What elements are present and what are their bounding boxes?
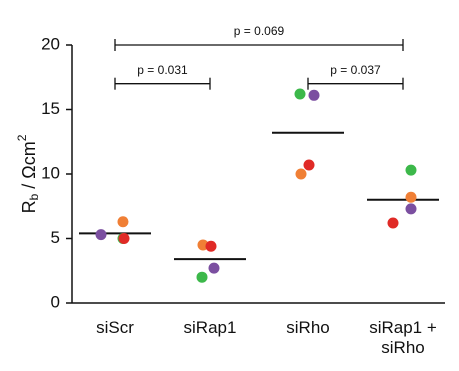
p-value: p = 0.031 <box>137 63 188 77</box>
data-point <box>405 191 417 203</box>
data-point <box>117 216 129 228</box>
data-point <box>118 233 130 244</box>
x-tick-label: siRho <box>286 318 330 337</box>
data-point <box>294 88 306 100</box>
data-point <box>196 271 208 283</box>
x-tick-label: siScr <box>96 318 134 337</box>
data-point <box>295 168 307 180</box>
data-point <box>308 89 320 101</box>
data-point <box>387 217 399 229</box>
y-axis-label: Rb / Ωcm2 <box>15 134 41 213</box>
x-tick-label: siRap1 <box>183 318 237 337</box>
y-tick-label: 5 <box>51 228 60 247</box>
y-tick-label: 0 <box>51 292 60 311</box>
x-tick-label: siRap1 + siRho <box>369 318 437 357</box>
data-point <box>405 203 417 215</box>
data-point <box>208 262 220 274</box>
p-value: p = 0.037 <box>330 63 381 77</box>
y-tick-label: 15 <box>41 99 60 118</box>
data-point <box>303 159 315 171</box>
p-value: p = 0.069 <box>234 24 285 38</box>
y-tick-label: 20 <box>41 34 60 53</box>
data-point <box>95 229 107 241</box>
y-tick-label: 10 <box>41 163 60 182</box>
data-point <box>205 240 217 252</box>
data-point <box>405 164 417 176</box>
